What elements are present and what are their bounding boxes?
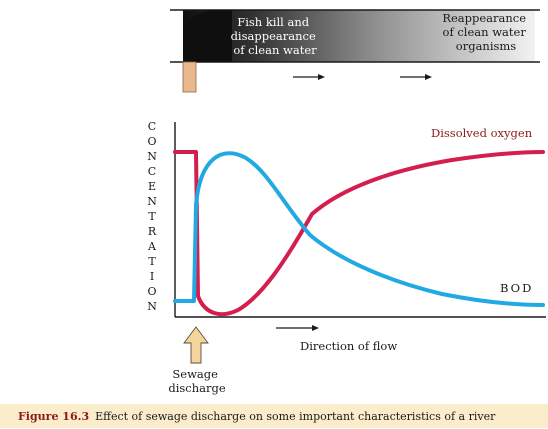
sewage-discharge-arrow	[184, 327, 208, 363]
flow-direction-arrow	[276, 325, 319, 331]
river-right-text-2: of clean water	[443, 25, 527, 39]
sewage-pipe	[183, 62, 196, 92]
oxygen-label: Dissolved oxygen	[431, 126, 533, 140]
sewage-label-2: discharge	[168, 381, 226, 395]
y-letter: N	[147, 195, 157, 208]
river-right-text-1: Reappearance	[442, 11, 526, 25]
sewage-label-1: Sewage	[172, 367, 218, 381]
svg-text:Fish kill and disappeara: Fish kill and disappearance of clean wat…	[231, 15, 320, 57]
y-letter: O	[147, 285, 156, 298]
y-axis-label: C O N C E N T R A T I O N	[147, 120, 157, 313]
oxygen-curve	[175, 152, 543, 314]
figure-caption: Figure 16.3 Effect of sewage discharge o…	[0, 404, 548, 428]
river-flow-arrow-2	[400, 74, 432, 80]
river-left-text-2: disappearance	[231, 29, 316, 43]
river-strip: Fish kill and disappearance of clean wat…	[170, 10, 540, 92]
river-right-text-3: organisms	[456, 39, 517, 53]
y-letter: C	[148, 165, 156, 178]
y-letter: C	[148, 120, 156, 133]
y-letter: T	[148, 210, 156, 223]
y-letter: R	[148, 225, 157, 238]
y-letter: I	[150, 270, 154, 283]
river-left-text-3: of clean water	[233, 43, 317, 57]
y-letter: O	[147, 135, 156, 148]
bod-label: BOD	[500, 281, 533, 295]
river-pollution-diagram: Fish kill and disappearance of clean wat…	[0, 0, 548, 404]
y-letter: A	[147, 240, 157, 253]
bod-curve	[175, 153, 543, 305]
river-flow-arrow-1	[293, 74, 325, 80]
river-left-text-1: Fish kill and	[237, 15, 310, 29]
y-letter: N	[147, 150, 157, 163]
figure-number: Figure 16.3	[18, 410, 89, 423]
svg-text:Sewage discharge: Sewage discharge	[168, 367, 226, 395]
y-letter: N	[147, 300, 157, 313]
y-letter: E	[148, 180, 156, 193]
x-axis-label: Direction of flow	[300, 339, 397, 353]
figure-caption-text: Effect of sewage discharge on some impor…	[95, 410, 495, 423]
y-letter: T	[148, 255, 156, 268]
